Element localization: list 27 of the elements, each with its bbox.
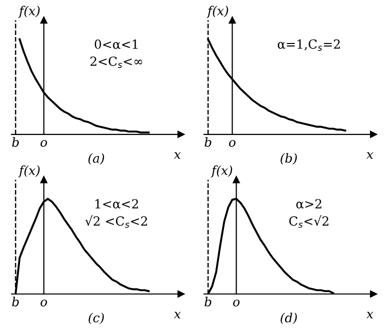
x-tick-label: o xyxy=(40,140,48,147)
annotation: 1<α<2 xyxy=(95,199,138,208)
x-tick-label: b xyxy=(204,296,212,306)
text: (a) xyxy=(88,153,104,165)
x-axis-title: x xyxy=(366,312,374,318)
annotation: √2 <C$_{s}$<2 xyxy=(85,215,147,228)
annotation: α>2 xyxy=(296,199,322,208)
x-axis-title: x xyxy=(174,152,181,159)
y-axis-title: f(x) xyxy=(18,165,40,178)
x-axis-title: x xyxy=(174,312,181,318)
x-tick-label: o xyxy=(233,300,240,306)
annotation: C$_{s}$<√2 xyxy=(289,215,328,228)
text: (c) xyxy=(88,312,104,324)
x-tick-label: b xyxy=(12,137,19,147)
x-tick-label: o xyxy=(229,140,236,147)
y-axis-title: f(x) xyxy=(206,6,228,18)
annotation: 2<C$_{s}$<∞ xyxy=(90,56,142,68)
annotation: α=1,C$_{s}$=2 xyxy=(278,39,340,51)
text: (d) xyxy=(280,312,297,324)
text: (b) xyxy=(280,153,297,165)
x-tick-label: b xyxy=(12,296,19,306)
x-tick-label: o xyxy=(40,300,48,306)
x-axis-title: x xyxy=(366,152,374,159)
y-axis-title: f(x) xyxy=(210,165,232,178)
annotation: 0<α<1 xyxy=(94,39,138,49)
x-tick-label: b xyxy=(204,137,212,147)
y-axis-title: f(x) xyxy=(18,6,40,18)
